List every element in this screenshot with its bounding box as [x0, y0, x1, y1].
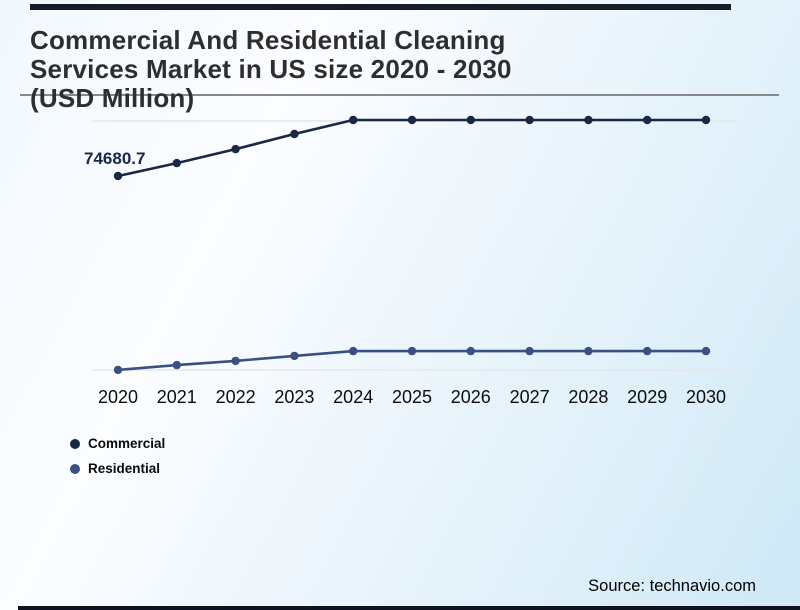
x-axis-label-2025: 2025 — [392, 387, 432, 407]
x-axis-label-2026: 2026 — [451, 387, 491, 407]
x-axis-label-2022: 2022 — [216, 387, 256, 407]
data-point-commercial-2024 — [349, 115, 358, 125]
data-point-commercial-2022 — [231, 144, 240, 154]
data-point-residential-2029 — [643, 346, 652, 356]
x-axis-label-2030: 2030 — [686, 387, 726, 407]
x-axis-label-2028: 2028 — [568, 387, 608, 407]
x-axis-label-2029: 2029 — [627, 387, 667, 407]
data-point-residential-2025 — [407, 346, 417, 356]
x-axis-label-2027: 2027 — [510, 387, 550, 407]
data-point-residential-2030 — [701, 346, 711, 356]
data-point-residential-2026 — [466, 346, 475, 356]
data-point-commercial-2026 — [466, 115, 475, 125]
data-point-commercial-2021 — [172, 158, 181, 168]
chart-title-line-2: Services Market in US size 2020 - 2030 — [30, 54, 512, 84]
chart-legend: Commercial Residential — [70, 436, 165, 486]
legend-label-commercial: Commercial — [88, 436, 166, 451]
legend-item-commercial: Commercial — [70, 436, 165, 451]
data-point-commercial-2030 — [701, 115, 711, 125]
data-label-commercial-2020: 74680.7 — [84, 149, 146, 168]
x-axis-label-2021: 2021 — [157, 387, 197, 407]
data-point-residential-2024 — [349, 346, 358, 356]
data-point-commercial-2020 — [113, 171, 123, 181]
data-point-commercial-2023 — [290, 129, 299, 139]
legend-item-residential: Residential — [70, 461, 165, 476]
chart-title-line-3: (USD Million) — [30, 83, 195, 113]
data-point-commercial-2027 — [525, 115, 534, 125]
x-axis-label-2023: 2023 — [274, 387, 314, 407]
residential-series-dot-icon — [70, 463, 80, 474]
data-point-residential-2023 — [290, 351, 299, 361]
data-point-commercial-2029 — [643, 115, 652, 125]
data-point-residential-2028 — [584, 346, 593, 356]
title-separator-line — [20, 94, 779, 96]
chart-title: Commercial And Residential Cleaning Serv… — [30, 26, 710, 113]
data-point-residential-2020 — [113, 365, 123, 375]
chart-title-line-1: Commercial And Residential Cleaning — [30, 25, 506, 55]
series-line-commercial — [117, 118, 706, 178]
data-point-commercial-2028 — [584, 115, 593, 125]
data-point-residential-2022 — [231, 356, 240, 366]
data-point-residential-2021 — [172, 360, 181, 370]
data-point-commercial-2025 — [407, 115, 417, 125]
data-point-residential-2027 — [525, 346, 534, 356]
top-accent-bar — [30, 4, 731, 10]
source-attribution: Source: technavio.com — [588, 577, 756, 595]
x-axis-label-2024: 2024 — [333, 387, 373, 407]
bottom-accent-bar — [18, 606, 800, 610]
legend-label-residential: Residential — [88, 461, 161, 476]
commercial-series-dot-icon — [70, 438, 80, 449]
x-axis-label-2020: 2020 — [98, 387, 138, 407]
